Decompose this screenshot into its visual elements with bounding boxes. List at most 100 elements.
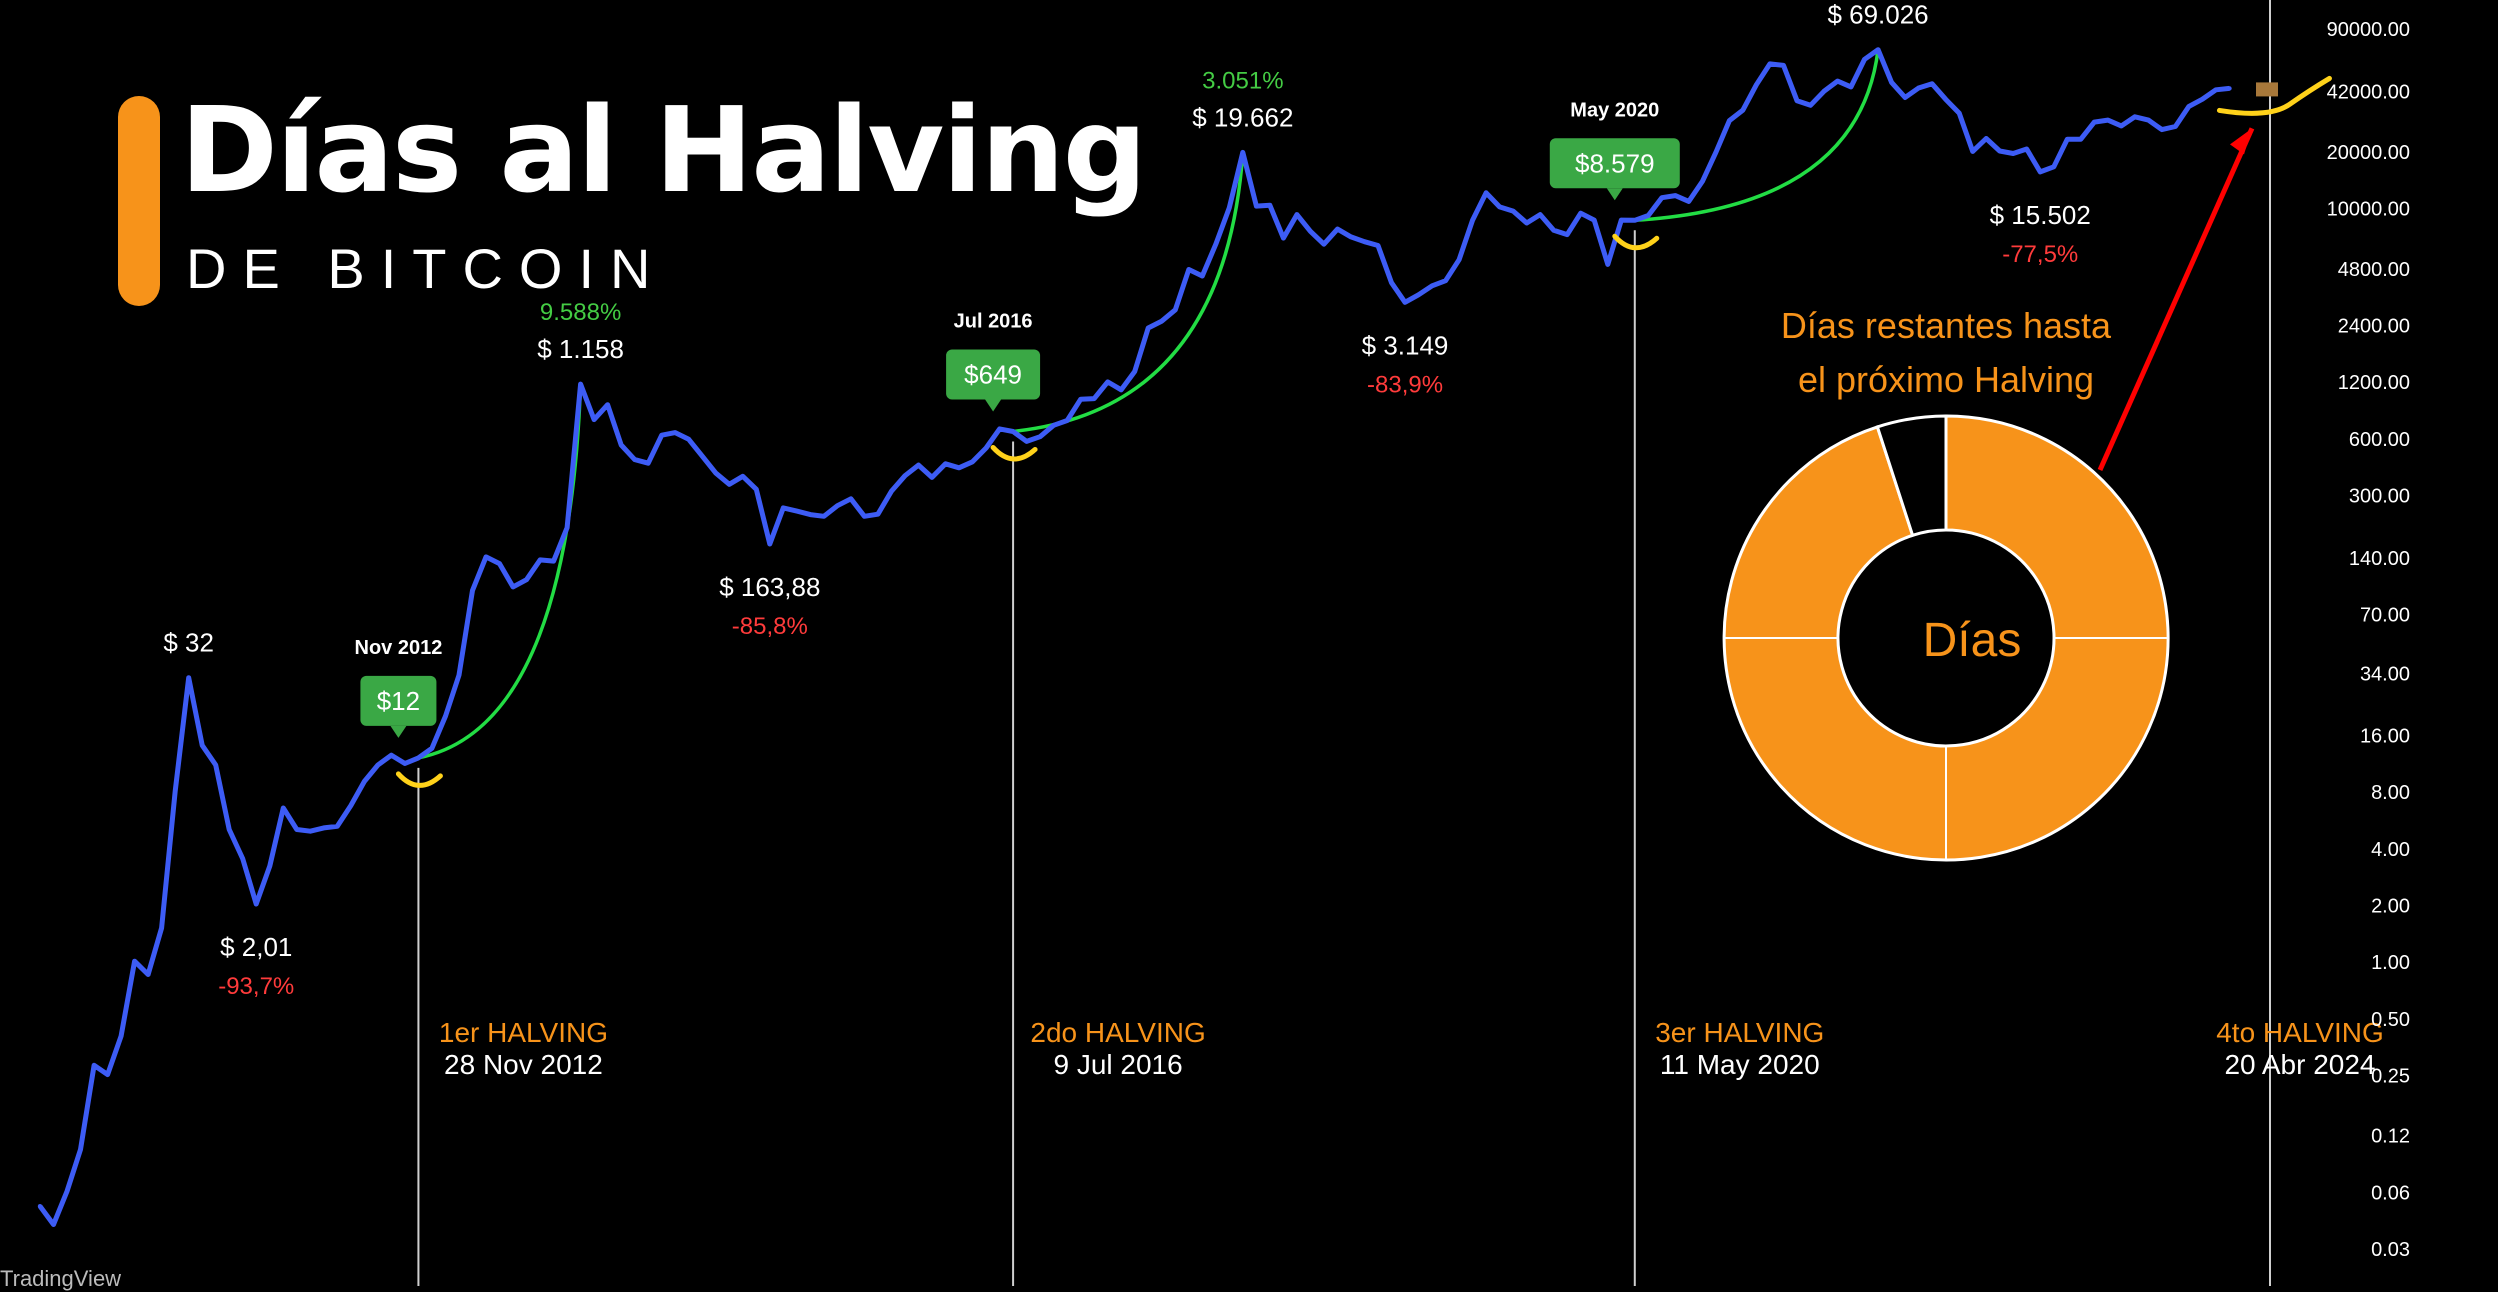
price-point — [1132, 369, 1137, 374]
y-tick-label: 90000.00 — [2327, 19, 2410, 41]
badge-pointer — [390, 725, 407, 738]
price-point — [2213, 87, 2219, 93]
price-point — [416, 755, 421, 761]
price-point — [173, 788, 178, 794]
peak-price-label: $ 32 — [163, 628, 214, 658]
halving-date: 28 Nov 2012 — [444, 1049, 603, 1080]
price-point — [1416, 292, 1421, 297]
peak-price-label: $ 69.026 — [1827, 0, 1928, 30]
peak-price-label: $ 1.158 — [537, 334, 624, 364]
y-tick-label: 0.25 — [2371, 1066, 2410, 1088]
price-point — [1240, 150, 1246, 155]
price-point — [281, 805, 286, 811]
price-point — [740, 474, 745, 479]
y-tick-label: 0.06 — [2371, 1182, 2410, 1204]
price-point — [2078, 137, 2083, 142]
donut-slice — [1722, 414, 2170, 862]
price-point — [673, 430, 678, 435]
price-point — [2105, 117, 2110, 123]
price-point — [2132, 114, 2137, 120]
halving-lines — [417, 0, 2271, 1286]
price-point — [889, 488, 894, 494]
price-point — [1335, 226, 1340, 232]
donut-title: el próximo Halving — [1798, 359, 2094, 400]
highlight-mark — [1612, 233, 1660, 251]
price-point — [1862, 57, 1867, 62]
y-tick-label: 4800.00 — [2338, 259, 2410, 281]
price-point — [1835, 78, 1840, 84]
y-tick-label: 10000.00 — [2327, 199, 2410, 221]
price-point — [1294, 212, 1300, 217]
price-point — [1010, 429, 1016, 434]
price-point — [916, 462, 921, 468]
price-point — [524, 577, 529, 582]
price-point — [1916, 85, 1921, 91]
price-point — [2092, 119, 2097, 125]
price-point — [1227, 205, 1232, 210]
price-point — [267, 863, 272, 869]
price-point — [1254, 203, 1259, 209]
pointer-arrow — [2097, 127, 2255, 472]
price-point — [1781, 63, 1786, 68]
price-point — [227, 827, 232, 832]
price-point — [1200, 273, 1205, 279]
donut-slice — [1875, 414, 1948, 538]
y-tick-label: 140.00 — [2349, 548, 2410, 570]
highlight-mark — [395, 771, 443, 788]
price-point — [105, 1072, 110, 1077]
price-point — [997, 426, 1002, 432]
price-point — [1186, 267, 1192, 272]
y-tick-label: 1.00 — [2371, 952, 2410, 974]
price-point — [510, 584, 516, 590]
price-point — [429, 746, 435, 751]
y-tick-label: 300.00 — [2349, 486, 2410, 508]
growth-curve — [1634, 49, 1880, 223]
price-point — [1997, 148, 2002, 154]
price-point — [1470, 217, 1475, 223]
price-point — [470, 588, 475, 593]
arrow-shaft — [2097, 127, 2255, 472]
price-point — [1943, 97, 1948, 102]
halving-price-badge — [946, 349, 1041, 400]
price-point — [2227, 86, 2232, 91]
y-tick-label: 16.00 — [2360, 725, 2410, 747]
y-tick-label: 0.12 — [2371, 1126, 2410, 1148]
y-tick-label: 20000.00 — [2327, 142, 2410, 164]
price-point — [1443, 278, 1448, 283]
price-point — [564, 525, 570, 530]
price-point — [2065, 137, 2070, 142]
price-point — [37, 1204, 43, 1209]
price-point — [1727, 118, 1732, 123]
badge-pointer — [1606, 188, 1623, 201]
price-point — [2038, 169, 2043, 175]
y-tick-label: 34.00 — [2360, 664, 2410, 686]
price-point — [1740, 107, 1746, 113]
y-tick-label: 2400.00 — [2338, 315, 2410, 337]
halving-badge-price: $649 — [964, 359, 1022, 389]
price-point — [659, 433, 664, 438]
price-point — [186, 675, 191, 680]
highlight-marks — [395, 75, 2332, 788]
price-point — [1646, 213, 1651, 218]
halving-badge-price: $8.579 — [1575, 148, 1655, 178]
y-tick-label: 8.00 — [2371, 782, 2410, 804]
price-point — [605, 402, 610, 407]
price-point — [808, 512, 813, 517]
donut-title: Días restantes hasta — [1781, 305, 2112, 346]
price-point — [2186, 104, 2192, 109]
price-point — [1483, 190, 1489, 195]
price-point — [713, 470, 718, 476]
price-point — [578, 381, 583, 387]
price-point — [2011, 151, 2016, 156]
price-point — [1524, 220, 1529, 226]
price-point — [1281, 235, 1286, 241]
halving-date: 11 May 2020 — [1660, 1049, 1820, 1080]
price-point — [1429, 283, 1435, 288]
price-point — [348, 803, 353, 808]
price-point — [1402, 300, 1408, 305]
price-point — [145, 972, 151, 977]
price-point — [1767, 61, 1773, 67]
price-point — [983, 445, 989, 451]
